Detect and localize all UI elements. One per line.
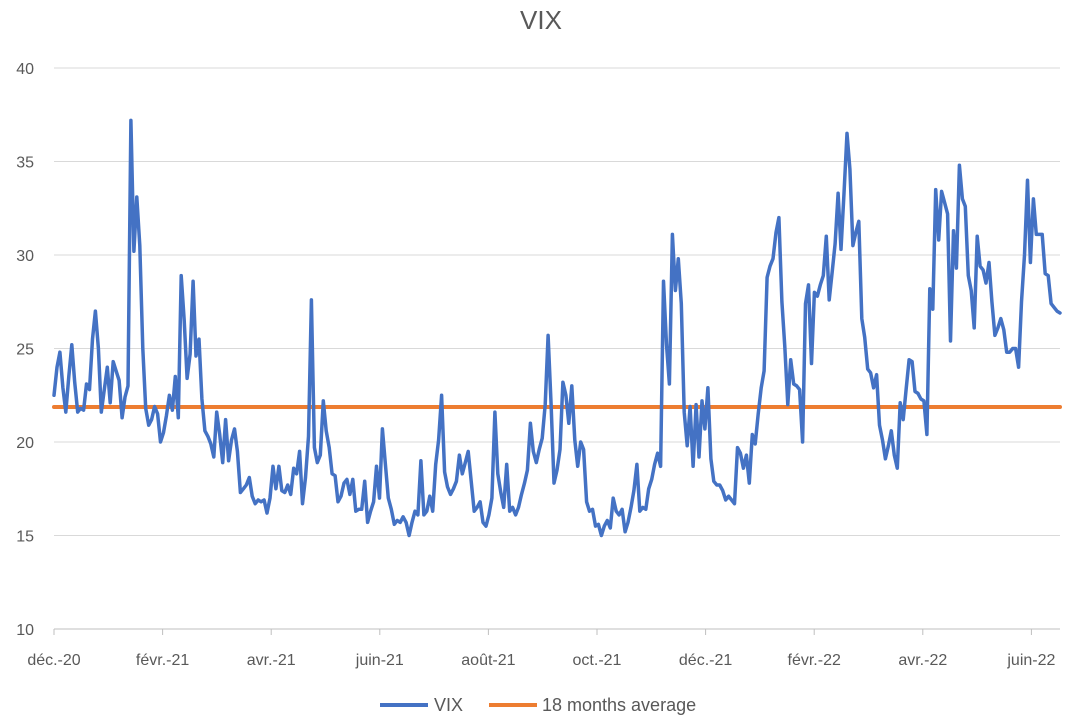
x-tick-label: oct.-21 (573, 652, 622, 669)
y-tick-label: 20 (16, 435, 34, 452)
x-axis: déc.-20 févr.-21 avr.-21 juin-21 août-21 oct.… (27, 628, 1060, 669)
y-tick-label: 40 (16, 61, 34, 78)
y-tick-label: 15 (16, 529, 34, 546)
x-tick-label: févr.-21 (136, 652, 189, 669)
x-tick-label: févr.-22 (788, 652, 841, 669)
chart-title: VIX (520, 5, 562, 35)
y-axis-tick-labels: 10 15 20 25 30 35 40 (16, 61, 34, 639)
legend-label-average: 18 months average (542, 695, 696, 715)
y-tick-label: 10 (16, 622, 34, 639)
x-tick-label: août-21 (461, 652, 515, 669)
x-tick-label: juin-22 (1006, 652, 1055, 669)
legend: VIX 18 months average (380, 695, 696, 715)
x-tick-label: avr.-21 (247, 652, 296, 669)
x-tick-label: déc.-21 (679, 652, 732, 669)
x-tick-label: juin-21 (355, 652, 404, 669)
legend-label-vix: VIX (434, 695, 463, 715)
y-tick-label: 30 (16, 248, 34, 265)
y-tick-label: 35 (16, 155, 34, 172)
y-tick-label: 25 (16, 342, 34, 359)
x-tick-label: avr.-22 (898, 652, 947, 669)
series-lines (52, 118, 1062, 538)
vix-line (52, 118, 1062, 538)
x-tick-label: déc.-20 (27, 652, 80, 669)
